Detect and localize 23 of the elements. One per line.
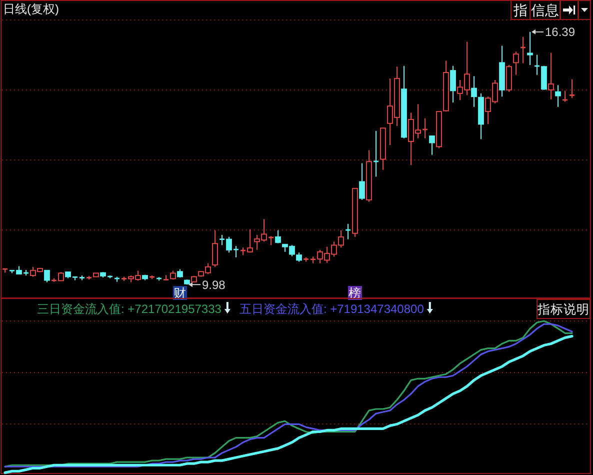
text: 五日资金流入值: +7191347340800 [239, 302, 424, 316]
candlestick [555, 84, 561, 108]
candlestick [450, 65, 456, 103]
candlestick [44, 270, 50, 283]
candlestick [374, 130, 378, 178]
text: 三日资金流入值: +7217021957333 [37, 302, 222, 316]
candlestick [513, 51, 519, 76]
candlestick [212, 230, 218, 268]
text: 指标说明 [536, 302, 590, 316]
candlestick [359, 162, 365, 200]
candlestick [296, 252, 302, 262]
candlestick [275, 230, 281, 244]
annotation: 9.98 [202, 278, 226, 292]
candlestick [562, 90, 568, 102]
candlestick [471, 76, 477, 108]
annotation: 16.39 [545, 25, 576, 40]
candlestick [429, 135, 435, 156]
annotation: 指 [512, 2, 528, 18]
annotation: 信息 [531, 2, 559, 18]
chart-title: 日线(复权) [3, 2, 59, 16]
candlestick [548, 52, 554, 100]
candlestick [506, 64, 512, 92]
candlestick [570, 78, 574, 99]
